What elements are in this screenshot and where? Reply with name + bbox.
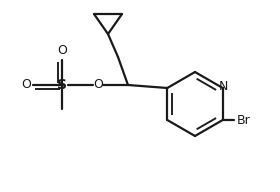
Text: O: O: [57, 45, 67, 57]
Text: O: O: [21, 79, 31, 92]
Text: S: S: [57, 78, 67, 92]
Text: N: N: [219, 80, 228, 94]
Text: O: O: [93, 79, 103, 92]
Text: Br: Br: [237, 113, 251, 127]
